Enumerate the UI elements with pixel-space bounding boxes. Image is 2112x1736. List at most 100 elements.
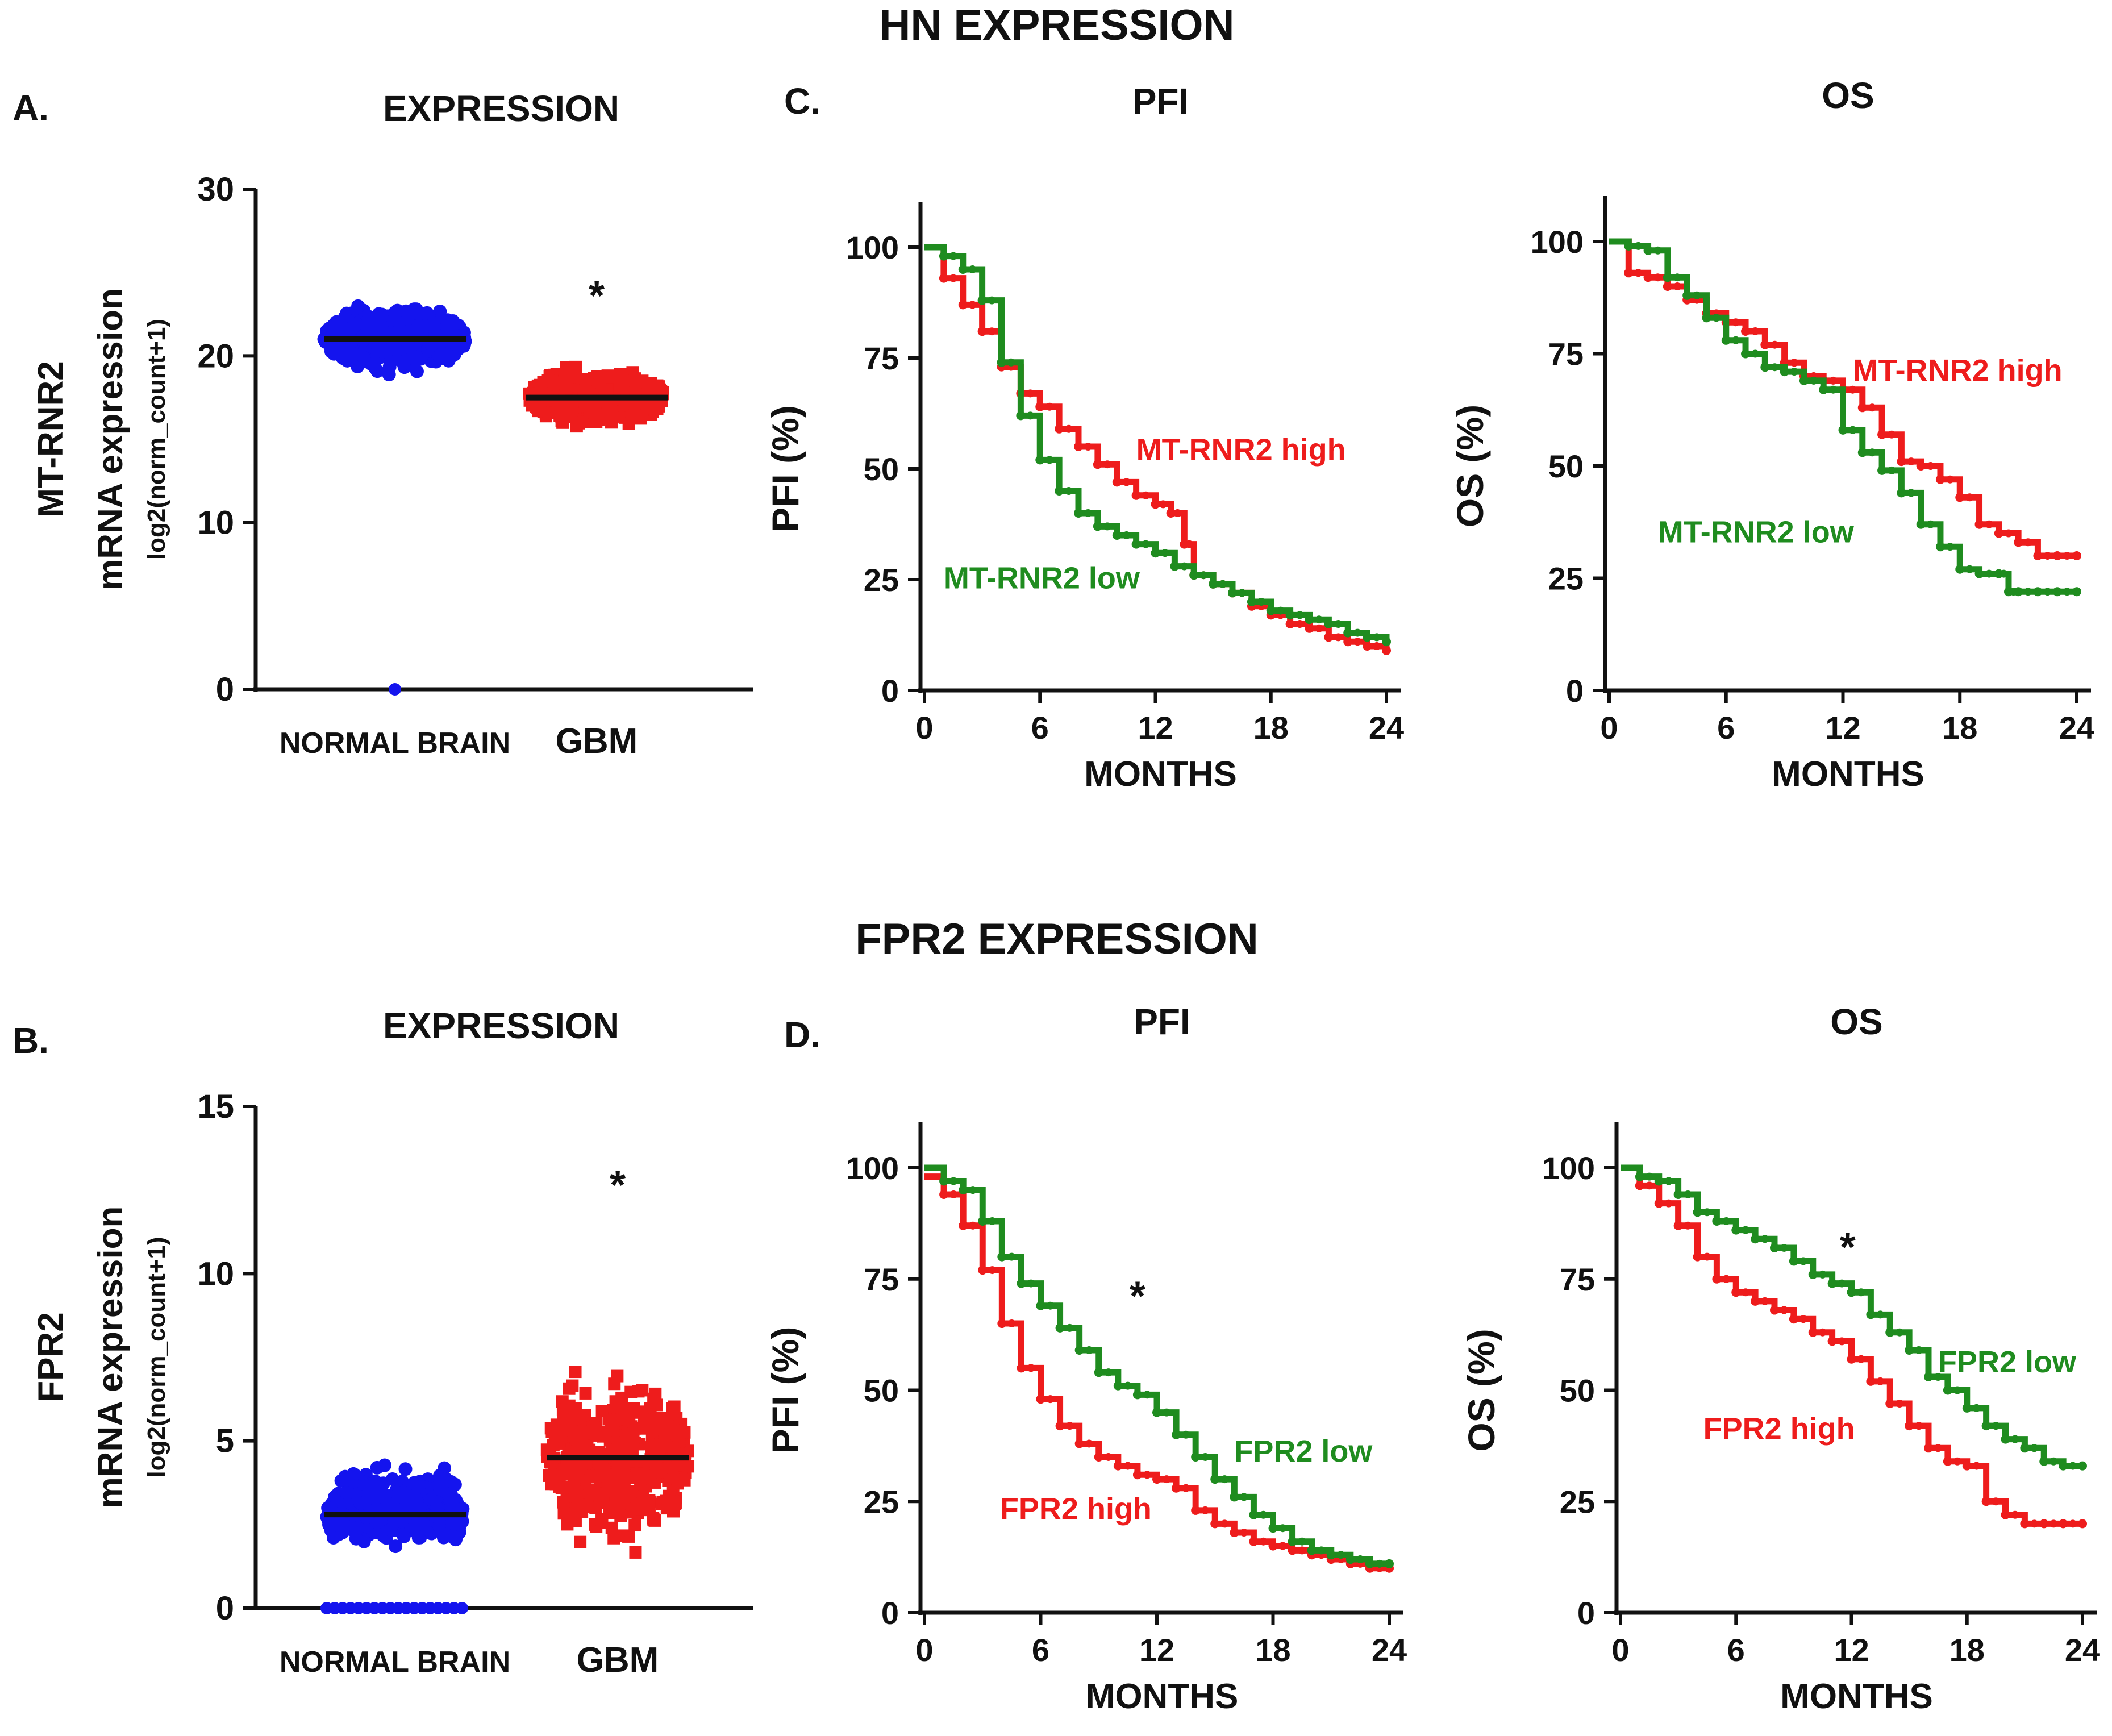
censor-mark xyxy=(959,1221,968,1230)
chart-c-pfi: PFI 0 25 50 75 100 0 6 12 18 24 MONTHS PFI (%) MT-RNR… xyxy=(764,81,1404,794)
censor-mark xyxy=(988,1266,997,1275)
censor-mark xyxy=(1946,475,1955,484)
censor-mark xyxy=(1093,522,1102,531)
chart-title: PFI xyxy=(1134,1001,1190,1042)
data-point xyxy=(618,1402,631,1416)
censor-mark xyxy=(1972,1404,1981,1412)
data-point xyxy=(556,1403,569,1416)
censor-mark xyxy=(2030,1444,2039,1452)
censor-mark xyxy=(1974,569,1984,578)
section-title-fpr2-expression: FPR2 EXPRESSION xyxy=(855,915,1259,963)
censor-mark xyxy=(1885,1398,1895,1408)
censor-mark xyxy=(1046,1301,1055,1310)
censor-mark xyxy=(1055,1421,1065,1431)
censor-mark xyxy=(1693,291,1701,299)
censor-mark xyxy=(2039,1456,2049,1466)
censor-mark xyxy=(1905,1346,1914,1355)
censor-mark xyxy=(978,1216,988,1226)
censor-mark xyxy=(1770,1305,1779,1315)
censor-mark xyxy=(1994,528,2003,538)
data-point xyxy=(648,1476,661,1489)
censor-mark xyxy=(1201,1452,1210,1461)
censor-mark xyxy=(1684,1221,1692,1230)
censor-mark xyxy=(1046,1395,1055,1404)
censor-mark xyxy=(1799,1257,1807,1265)
data-point xyxy=(563,1382,576,1395)
y-tick-label: 75 xyxy=(1560,1262,1595,1297)
y-axis-label: PFI (%) xyxy=(764,405,806,532)
censor-mark xyxy=(997,1252,1007,1262)
censor-mark xyxy=(968,265,977,273)
censor-mark xyxy=(1152,1475,1161,1484)
censor-mark xyxy=(1635,1172,1644,1181)
censor-mark xyxy=(1789,1314,1798,1324)
censor-mark xyxy=(1016,411,1026,421)
censor-mark xyxy=(1808,1269,1818,1279)
data-point xyxy=(569,1366,582,1379)
censor-mark xyxy=(1962,1461,1972,1471)
censor-mark xyxy=(1189,571,1199,580)
y-tick-label: 50 xyxy=(1548,448,1584,484)
censor-mark xyxy=(1278,1524,1287,1533)
censor-mark xyxy=(1199,571,1208,580)
censor-mark xyxy=(1742,1226,1750,1234)
data-point xyxy=(576,1435,589,1448)
censor-mark xyxy=(1992,1497,2000,1506)
censor-mark xyxy=(1210,1475,1220,1484)
panel-label-d: D. xyxy=(784,1014,820,1055)
censor-mark xyxy=(1946,543,1955,551)
data-point xyxy=(445,1529,459,1543)
data-point xyxy=(579,1387,592,1400)
censor-mark xyxy=(1645,1181,1653,1190)
data-point xyxy=(648,1423,661,1436)
data-point xyxy=(427,319,441,334)
y-axis-label: log2(norm_count+1) xyxy=(143,1237,170,1477)
censor-mark xyxy=(1771,340,1779,349)
censor-mark xyxy=(1999,569,2008,578)
censor-mark xyxy=(1955,493,1965,502)
censor-mark xyxy=(939,1176,949,1186)
censor-mark xyxy=(1634,242,1643,250)
censor-mark xyxy=(1962,1403,1972,1413)
series-label: FPR2 high xyxy=(1703,1412,1855,1446)
censor-mark xyxy=(1866,1310,1876,1319)
censor-mark xyxy=(1230,1528,1239,1538)
censor-mark xyxy=(1084,443,1092,451)
censor-mark xyxy=(1838,1337,1846,1346)
data-point xyxy=(564,1460,577,1473)
censor-mark xyxy=(958,265,968,274)
y-tick-label: 15 xyxy=(197,1088,234,1125)
censor-mark xyxy=(1703,1252,1711,1261)
censor-mark xyxy=(1240,1529,1248,1537)
censor-mark xyxy=(1345,1555,1355,1564)
censor-mark xyxy=(1353,638,1362,646)
data-point xyxy=(568,1479,581,1492)
censor-mark xyxy=(939,273,948,283)
censor-mark xyxy=(1915,1422,1923,1430)
censor-mark xyxy=(1017,1363,1026,1373)
censor-mark xyxy=(2072,587,2081,597)
data-point xyxy=(616,1475,630,1488)
data-point xyxy=(362,310,376,324)
data-point xyxy=(598,1463,611,1476)
censor-mark xyxy=(1896,1399,1904,1408)
data-point xyxy=(667,1505,680,1518)
censor-mark xyxy=(1094,1368,1103,1377)
censor-mark xyxy=(1985,569,1993,578)
data-point xyxy=(547,377,560,390)
censor-mark xyxy=(1356,1555,1364,1564)
x-tick-label: 0 xyxy=(915,1632,933,1668)
censor-mark xyxy=(2059,1519,2068,1529)
censor-mark xyxy=(1770,1243,1779,1252)
censor-mark xyxy=(1385,1559,1394,1568)
censor-mark xyxy=(1074,1346,1084,1355)
data-point xyxy=(557,1496,570,1509)
censor-mark xyxy=(2078,1461,2087,1471)
censor-mark xyxy=(1985,520,1993,528)
censor-mark xyxy=(1924,1372,1933,1382)
censor-mark xyxy=(1132,1390,1142,1400)
y-tick-label: 100 xyxy=(846,1150,899,1186)
y-tick-label: 0 xyxy=(881,673,899,709)
censor-mark xyxy=(1682,290,1692,300)
censor-mark xyxy=(1113,1461,1123,1471)
